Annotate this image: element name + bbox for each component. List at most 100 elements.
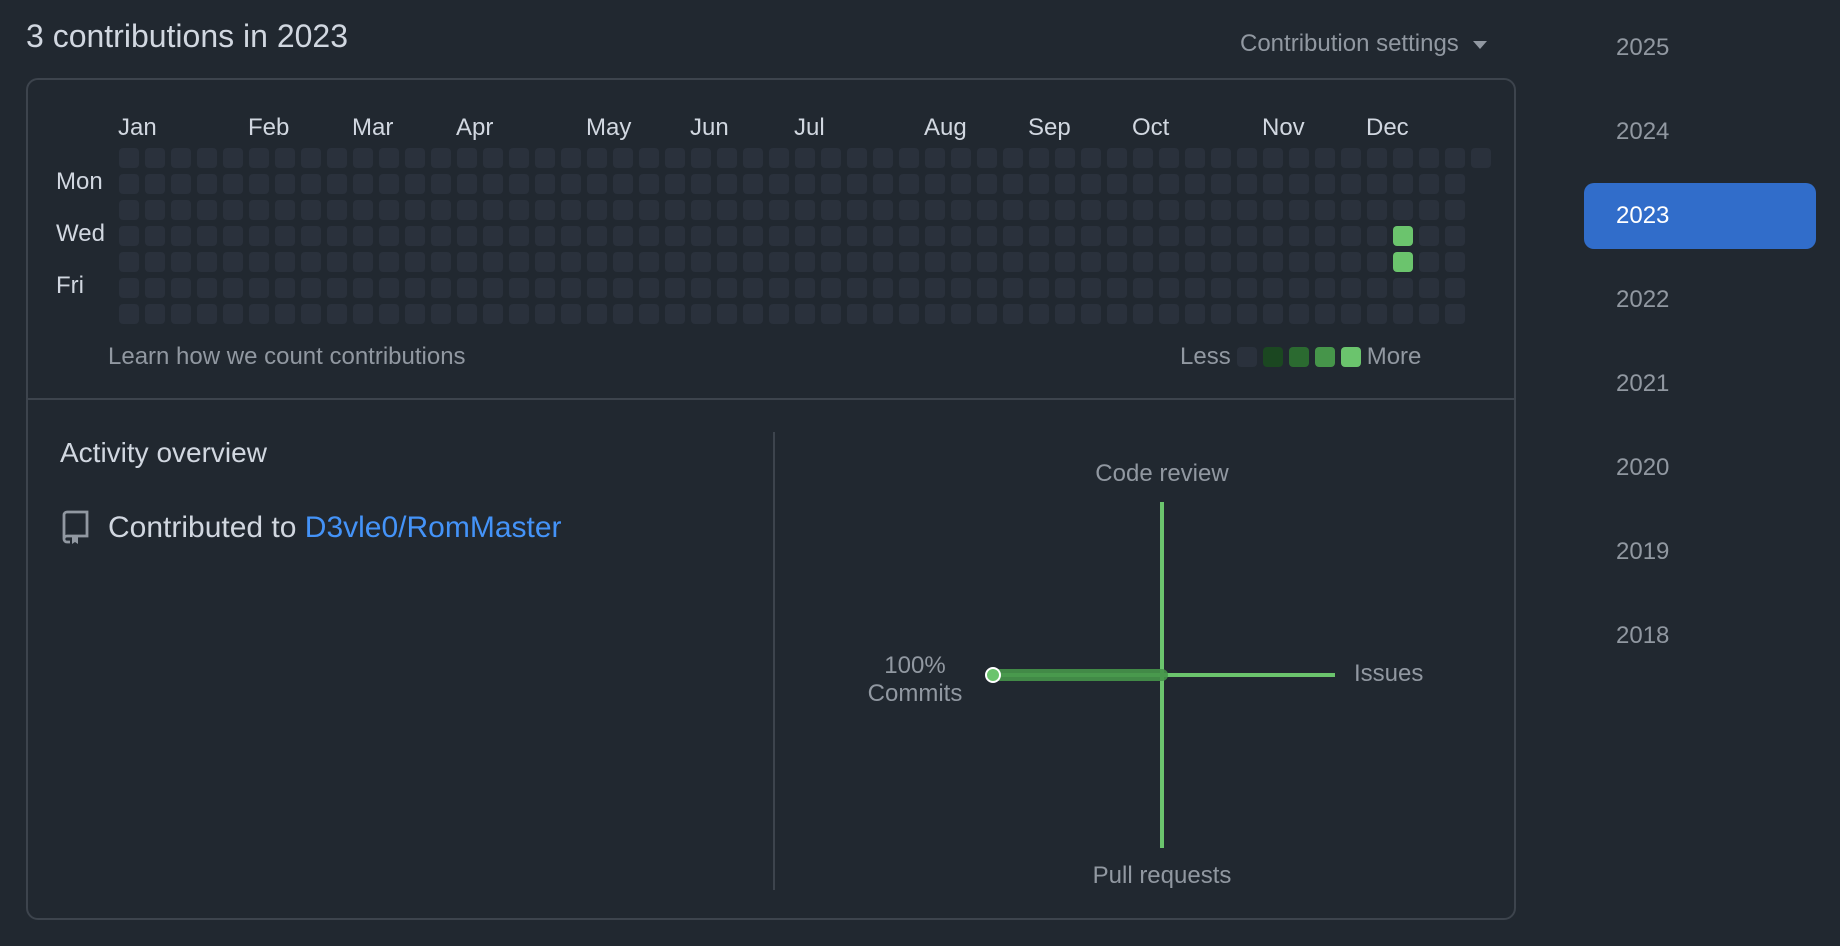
contribution-day-cell[interactable] [1133, 278, 1153, 298]
contribution-day-cell[interactable] [691, 278, 711, 298]
contribution-day-cell[interactable] [795, 278, 815, 298]
contribution-day-cell[interactable] [847, 252, 867, 272]
contribution-day-cell[interactable] [483, 252, 503, 272]
contribution-day-cell[interactable] [275, 148, 295, 168]
contribution-day-cell[interactable] [405, 200, 425, 220]
contribution-day-cell[interactable] [327, 200, 347, 220]
contribution-day-cell[interactable] [1289, 278, 1309, 298]
contribution-day-cell[interactable] [249, 252, 269, 272]
contribution-day-cell[interactable] [483, 148, 503, 168]
contribution-day-cell[interactable] [1211, 252, 1231, 272]
contribution-day-cell[interactable] [951, 278, 971, 298]
contribution-day-cell[interactable] [691, 252, 711, 272]
contribution-day-cell[interactable] [1315, 252, 1335, 272]
contribution-day-cell[interactable] [1159, 278, 1179, 298]
contribution-day-cell[interactable] [327, 148, 347, 168]
contribution-day-cell[interactable] [925, 278, 945, 298]
contribution-day-cell[interactable] [1211, 304, 1231, 324]
contribution-day-cell[interactable] [743, 226, 763, 246]
contribution-day-cell[interactable] [197, 252, 217, 272]
contribution-day-cell[interactable] [171, 252, 191, 272]
contribution-day-cell[interactable] [925, 148, 945, 168]
contribution-day-cell[interactable] [587, 278, 607, 298]
contribution-day-cell[interactable] [691, 226, 711, 246]
contribution-day-cell[interactable] [1211, 148, 1231, 168]
contribution-day-cell[interactable] [1263, 200, 1283, 220]
contribution-day-cell[interactable] [873, 226, 893, 246]
contribution-day-cell[interactable] [1107, 200, 1127, 220]
contribution-day-cell[interactable] [1367, 148, 1387, 168]
contribution-day-cell[interactable] [119, 226, 139, 246]
contribution-day-cell[interactable] [1289, 200, 1309, 220]
contribution-day-cell[interactable] [405, 304, 425, 324]
contribution-day-cell[interactable] [509, 278, 529, 298]
contribution-day-cell[interactable] [951, 174, 971, 194]
contribution-day-cell[interactable] [1107, 148, 1127, 168]
contribution-day-cell[interactable] [457, 252, 477, 272]
contribution-day-cell[interactable] [379, 200, 399, 220]
contribution-day-cell[interactable] [821, 304, 841, 324]
contribution-day-cell[interactable] [535, 252, 555, 272]
contribution-day-cell[interactable] [197, 174, 217, 194]
contribution-day-cell[interactable] [1367, 226, 1387, 246]
contribution-day-cell[interactable] [1289, 174, 1309, 194]
contribution-day-cell[interactable] [249, 174, 269, 194]
contribution-day-cell[interactable] [873, 174, 893, 194]
contribution-day-cell[interactable] [1055, 174, 1075, 194]
contribution-day-cell[interactable] [353, 278, 373, 298]
contribution-day-cell[interactable] [847, 148, 867, 168]
contribution-day-cell[interactable] [821, 174, 841, 194]
contribution-day-cell[interactable] [1211, 174, 1231, 194]
contribution-day-cell[interactable] [301, 174, 321, 194]
contribution-day-cell[interactable] [1003, 174, 1023, 194]
contribution-day-cell[interactable] [171, 226, 191, 246]
contribution-day-cell[interactable] [431, 278, 451, 298]
contribution-day-cell[interactable] [743, 304, 763, 324]
contribution-day-cell[interactable] [431, 304, 451, 324]
contribution-day-cell[interactable] [1419, 304, 1439, 324]
contribution-day-cell[interactable] [353, 148, 373, 168]
contribution-day-cell[interactable] [1237, 174, 1257, 194]
contribution-day-cell[interactable] [795, 304, 815, 324]
contribution-day-cell[interactable] [171, 304, 191, 324]
contribution-day-cell[interactable] [769, 278, 789, 298]
contribution-day-cell[interactable] [1029, 304, 1049, 324]
contribution-day-cell[interactable] [301, 278, 321, 298]
contribution-day-cell[interactable] [561, 278, 581, 298]
learn-contributions-link[interactable]: Learn how we count contributions [108, 343, 466, 370]
contribution-day-cell[interactable] [587, 252, 607, 272]
contribution-day-cell[interactable] [951, 148, 971, 168]
contribution-day-cell[interactable] [1315, 148, 1335, 168]
contribution-day-cell[interactable] [899, 148, 919, 168]
year-item[interactable]: 2019 [1616, 538, 1670, 565]
contribution-day-cell[interactable] [1055, 252, 1075, 272]
contribution-day-cell[interactable] [1081, 148, 1101, 168]
year-item[interactable]: 2021 [1616, 370, 1670, 397]
contribution-day-cell[interactable] [249, 304, 269, 324]
contribution-day-cell[interactable] [691, 148, 711, 168]
contribution-day-cell[interactable] [1419, 200, 1439, 220]
contribution-day-cell[interactable] [873, 252, 893, 272]
year-item[interactable]: 2022 [1616, 286, 1670, 313]
contribution-day-cell[interactable] [873, 278, 893, 298]
contribution-day-cell[interactable] [1029, 148, 1049, 168]
contribution-day-cell[interactable] [457, 148, 477, 168]
contribution-day-cell[interactable] [613, 226, 633, 246]
contribution-day-cell[interactable] [1445, 304, 1465, 324]
year-item[interactable]: 2025 [1616, 34, 1670, 61]
contribution-day-cell[interactable] [431, 226, 451, 246]
contribution-day-cell[interactable] [665, 174, 685, 194]
contribution-day-cell[interactable] [171, 148, 191, 168]
contribution-day-cell[interactable] [223, 226, 243, 246]
contribution-day-cell[interactable] [145, 200, 165, 220]
contribution-day-cell[interactable] [431, 200, 451, 220]
contribution-day-cell[interactable] [405, 252, 425, 272]
contribution-day-cell[interactable] [717, 252, 737, 272]
contribution-day-cell[interactable] [483, 174, 503, 194]
contribution-day-cell[interactable] [535, 226, 555, 246]
contribution-day-cell[interactable] [483, 278, 503, 298]
contribution-settings-button[interactable]: Contribution settings [1240, 30, 1487, 58]
contribution-day-cell[interactable] [1055, 226, 1075, 246]
repo-link[interactable]: D3vle0/RomMaster [304, 511, 562, 544]
contribution-day-cell[interactable] [717, 200, 737, 220]
